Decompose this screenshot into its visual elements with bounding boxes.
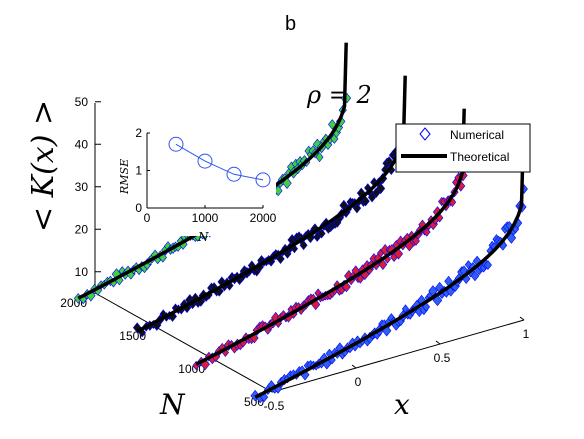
data-point: [276, 253, 285, 265]
n-axis-line: [94, 292, 273, 393]
legend: Numerical Theoretical: [395, 123, 531, 173]
data-point: [361, 196, 370, 207]
inset-y-tick-label: 0: [135, 201, 142, 215]
inset-plot: 0 1000 2000 0 1 2 RMSE N: [118, 124, 277, 244]
inset-x-tick-label: 2000: [250, 211, 277, 225]
inset-y-label: RMSE: [118, 159, 131, 195]
inset-y-tick-label: 1: [135, 164, 142, 178]
data-point: [422, 227, 431, 237]
data-point: [342, 281, 351, 293]
legend-box: [395, 123, 531, 173]
data-point: [470, 270, 480, 282]
x-tick-label: 0.5: [434, 351, 451, 365]
data-point: [378, 259, 388, 270]
legend-numerical-label: Numerical: [450, 128, 504, 142]
inset-marker: [197, 153, 213, 169]
inset-background: [131, 124, 276, 236]
data-point: [385, 156, 393, 166]
x-ticks: -0.5 0 0.5 1: [264, 316, 530, 413]
x-tick: [519, 316, 525, 321]
legend-theoretical-label: Theoretical: [450, 150, 509, 164]
inset-marker: [255, 172, 271, 188]
inset-x-tick-label: 0: [144, 211, 151, 225]
z-ticks: 10 20 30 40 50: [75, 95, 101, 279]
z-tick-label: 30: [75, 180, 89, 194]
inset-marker: [226, 166, 242, 182]
theoretical-curve: [254, 141, 525, 399]
data-point: [299, 240, 308, 251]
legend-numerical-marker: [419, 127, 431, 141]
data-point: [483, 260, 492, 271]
series-N-1500: [132, 75, 411, 338]
data-point: [310, 223, 320, 235]
data-point: [352, 202, 362, 214]
inset-markers: [168, 136, 271, 188]
theoretical-curve: [136, 75, 407, 333]
data-point: [328, 119, 337, 130]
chart-title: ρ = 2: [306, 81, 372, 109]
x-tick: [435, 340, 441, 345]
data-point: [317, 228, 326, 239]
inset-y-tick-label: 2: [135, 126, 142, 140]
x-tick-label: 0: [355, 375, 362, 389]
series-N-500: [250, 141, 528, 404]
z-tick-label: 20: [75, 222, 89, 236]
axes-3d: [94, 103, 525, 393]
z-tick-label: 50: [75, 95, 89, 109]
data-point: [376, 182, 386, 195]
x-tick-label: 1: [523, 327, 530, 341]
z-tick-label: 10: [75, 265, 89, 279]
inset-ticks: 0 1000 2000 0 1 2: [135, 126, 276, 225]
x-axis-line: [271, 319, 525, 393]
x-tick: [351, 364, 357, 369]
series-N-1000: [192, 108, 470, 371]
x-tick-label: -0.5: [264, 399, 285, 413]
z-tick-label: 40: [75, 137, 89, 151]
inset-x-label: N: [197, 230, 209, 244]
inset-line: [175, 143, 264, 181]
inset-x-tick-label: 1000: [192, 211, 219, 225]
inset-marker: [168, 136, 184, 152]
data-point: [315, 152, 324, 163]
n-axis-label: N: [159, 388, 186, 421]
theoretical-curve: [195, 108, 466, 366]
panel-label: b: [285, 13, 296, 35]
data-point: [356, 274, 365, 284]
z-axis-label: < K(x) >: [26, 100, 61, 232]
data-point: [367, 192, 377, 203]
x-axis-label: x: [394, 388, 410, 421]
